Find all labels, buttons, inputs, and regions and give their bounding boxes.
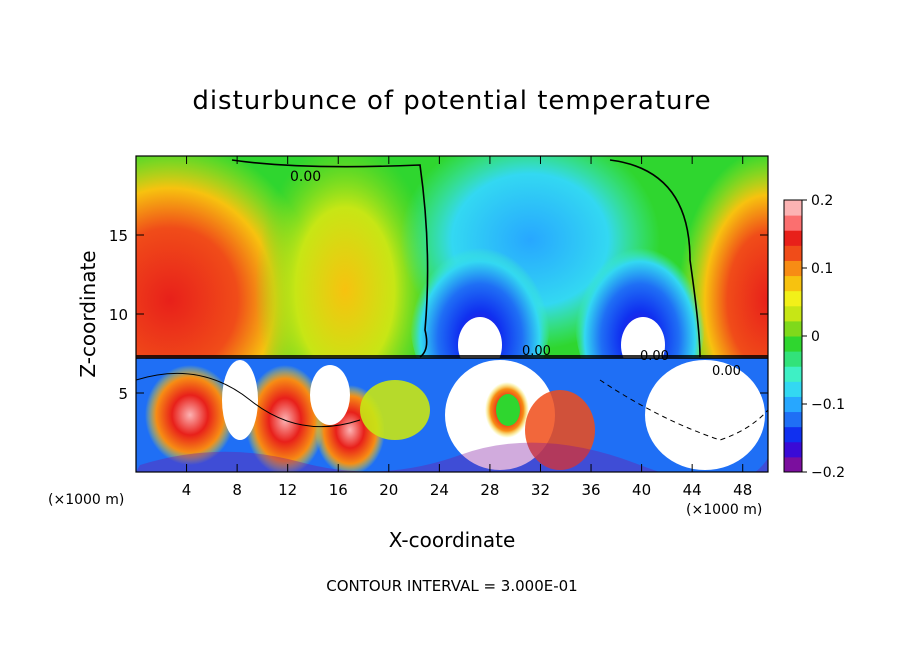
colorbar-swatch	[784, 411, 802, 428]
colorbar-tick-label: 0.1	[811, 261, 833, 277]
x-unit-label-right: (×1000 m)	[686, 502, 763, 518]
lower-warm-1	[145, 365, 235, 465]
interface-line	[136, 355, 768, 359]
colorbar-swatch	[784, 426, 802, 443]
lower-yellow-1	[360, 380, 430, 440]
lower-bottom-band	[136, 442, 768, 472]
colorbar-swatch	[784, 245, 802, 261]
y-tick-label: 15	[109, 227, 128, 245]
contour-label-2: 0.00	[522, 344, 551, 359]
colorbar-swatch	[784, 351, 802, 367]
x-tick-label: 12	[278, 481, 297, 499]
colorbar-swatch	[784, 381, 802, 397]
contour-zero-1	[231, 159, 429, 358]
lower-warm-5	[525, 390, 595, 470]
contour-label-1: 0.00	[290, 169, 321, 185]
contour-lower-2	[599, 379, 768, 441]
lower-white-4	[310, 365, 350, 425]
colorbar-swatch	[784, 305, 802, 322]
colorbar-swatch	[784, 456, 802, 473]
colorbar-swatch	[784, 230, 802, 246]
colorbar-swatch	[784, 290, 802, 307]
colorbar-tick-label: −0.2	[811, 465, 845, 481]
y-tick-label: 5	[118, 385, 128, 403]
y-tick-label: 10	[109, 306, 128, 324]
contour-interval-note: CONTOUR INTERVAL = 3.000E-01	[326, 577, 578, 595]
y-axis: 5 10 15	[109, 227, 768, 403]
colorbar-swatch	[784, 320, 802, 337]
colorbar-swatch	[784, 260, 802, 277]
x-tick-label: 48	[733, 481, 752, 499]
chart-title: disturbunce of potential temperature	[192, 86, 712, 116]
colorbar-swatch	[784, 215, 802, 231]
colorbar-swatch	[784, 396, 802, 413]
lower-white-3	[222, 360, 258, 440]
colorbar-swatch	[784, 275, 802, 292]
x-axis-label: X-coordinate	[388, 528, 516, 552]
lower-green-core	[496, 394, 520, 426]
lower-white-2	[645, 360, 765, 470]
x-tick-label: 4	[182, 481, 192, 499]
x-tick-label: 40	[632, 481, 651, 499]
colorbar-tick-label: 0.2	[811, 193, 833, 209]
x-tick-label: 16	[329, 481, 348, 499]
x-tick-label: 44	[683, 481, 702, 499]
x-unit-label-left: (×1000 m)	[48, 492, 125, 508]
contour-label-4: 0.00	[712, 364, 741, 379]
colorbar: 0.2 0.1 0 −0.1 −0.2	[783, 193, 845, 481]
x-tick-label: 36	[581, 481, 600, 499]
contour-label-3: 0.00	[640, 349, 669, 364]
x-axis: 4 8 12 16 20 24 28 32 36 40 44 48	[182, 156, 752, 499]
contour-lower-1	[136, 372, 361, 428]
x-tick-label: 32	[531, 481, 550, 499]
lower-warm-2	[245, 365, 325, 472]
colorbar-swatch	[784, 200, 802, 216]
x-tick-label: 24	[430, 481, 449, 499]
colorbar-tick-label: 0	[811, 329, 820, 345]
x-tick-label: 28	[480, 481, 499, 499]
x-tick-label: 8	[232, 481, 242, 499]
colorbar-tick-label: −0.1	[811, 397, 845, 413]
colorbar-swatch	[784, 336, 802, 352]
x-tick-label: 20	[379, 481, 398, 499]
field-layer	[136, 156, 768, 472]
colorbar-swatch	[784, 441, 802, 458]
colorbar-swatch	[784, 366, 802, 382]
contour-zero-2	[609, 159, 701, 358]
